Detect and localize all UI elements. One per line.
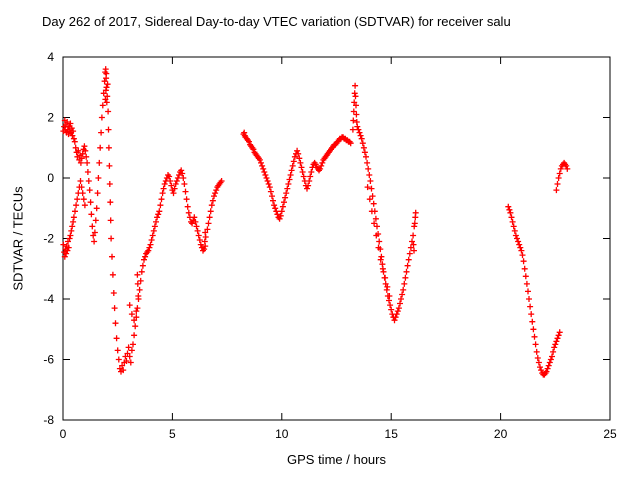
x-tick-label: 10 <box>275 427 289 441</box>
y-tick-label: -4 <box>43 292 54 306</box>
y-tick-label: -6 <box>43 353 54 367</box>
plot-border <box>62 56 611 421</box>
x-tick-label: 0 <box>60 427 67 441</box>
x-tick-label: 15 <box>385 427 399 441</box>
y-tick-label: 4 <box>47 50 54 64</box>
y-tick-label: 0 <box>47 171 54 185</box>
y-axis-label: SDTVAR / TECUs <box>10 186 26 291</box>
x-tick-label: 25 <box>603 427 617 441</box>
scatter-points <box>60 66 571 378</box>
chart-title: Day 262 of 2017, Sidereal Day-to-day VTE… <box>42 14 511 29</box>
x-axis-label: GPS time / hours <box>287 452 386 467</box>
x-tick-label: 5 <box>169 427 176 441</box>
x-tick-label: 20 <box>494 427 508 441</box>
y-tick-label: 2 <box>47 111 54 125</box>
y-tick-label: -2 <box>43 232 54 246</box>
y-tick-label: -8 <box>43 413 54 427</box>
